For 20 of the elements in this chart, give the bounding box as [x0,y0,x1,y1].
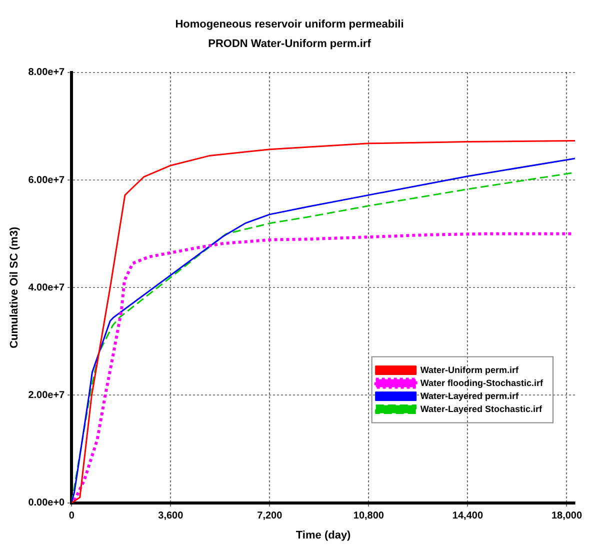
legend-label: Water-Layered Stochastic.irf [420,404,544,414]
chart-subtitle: PRODN Water-Uniform perm.irf [208,38,372,50]
x-axis-title: Time (day) [296,529,352,542]
legend-label: Water flooding-Stochastic.irf [420,378,544,388]
y-tick-label: 8.00e+7 [28,67,66,78]
y-tick-label: 0.00e+0 [28,498,66,509]
x-tick-label: 18,000 [551,510,582,522]
x-tick-label: 0 [68,510,75,522]
x-tick-label: 7,200 [257,510,283,522]
y-tick-label: 6.00e+7 [28,174,66,186]
y-axis-title: Cumulative Oil SC (m3) [8,226,21,348]
x-tick-label: 10,800 [353,510,384,522]
y-tick-label: 2.00e+7 [28,390,66,401]
y-tick-label: 4.00e+7 [28,282,66,294]
x-tick-label: 14,400 [452,510,484,522]
legend-label: Water-Uniform perm.irf [420,364,520,375]
legend-label: Water-Layered perm.irf [420,390,520,401]
line-series [72,232,574,502]
chart-title: Homogeneous reservoir uniform permeabili [175,18,404,31]
x-tick-label: 3,600 [158,510,184,522]
